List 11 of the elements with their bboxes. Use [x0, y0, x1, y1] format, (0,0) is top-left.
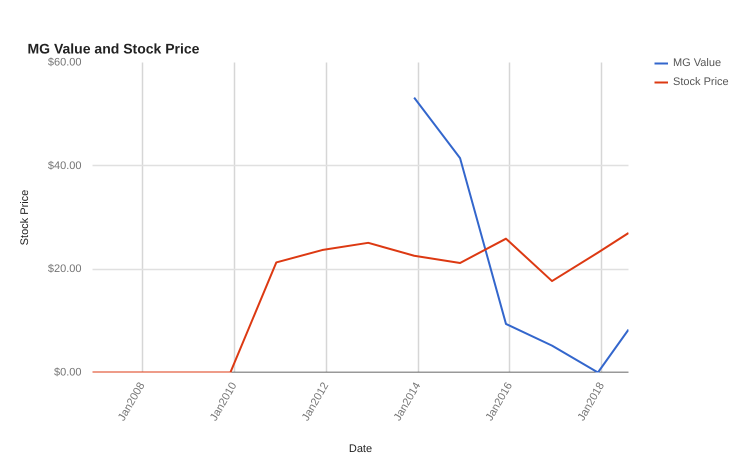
- y-tick-label: $60.00: [48, 56, 82, 68]
- chart-title: MG Value and Stock Price: [28, 40, 200, 56]
- legend-label: MG Value: [673, 56, 722, 70]
- y-tick-label: $20.00: [48, 263, 82, 276]
- line-series: [92, 232, 628, 372]
- y-tick-label: $0.00: [54, 366, 82, 378]
- y-tick-label: $40.00: [48, 160, 82, 172]
- line-series: [413, 96, 628, 372]
- y-axis-title: Stock Price: [18, 190, 31, 246]
- x-axis-title: Date: [348, 443, 372, 456]
- legend-label: Stock Price: [673, 75, 729, 89]
